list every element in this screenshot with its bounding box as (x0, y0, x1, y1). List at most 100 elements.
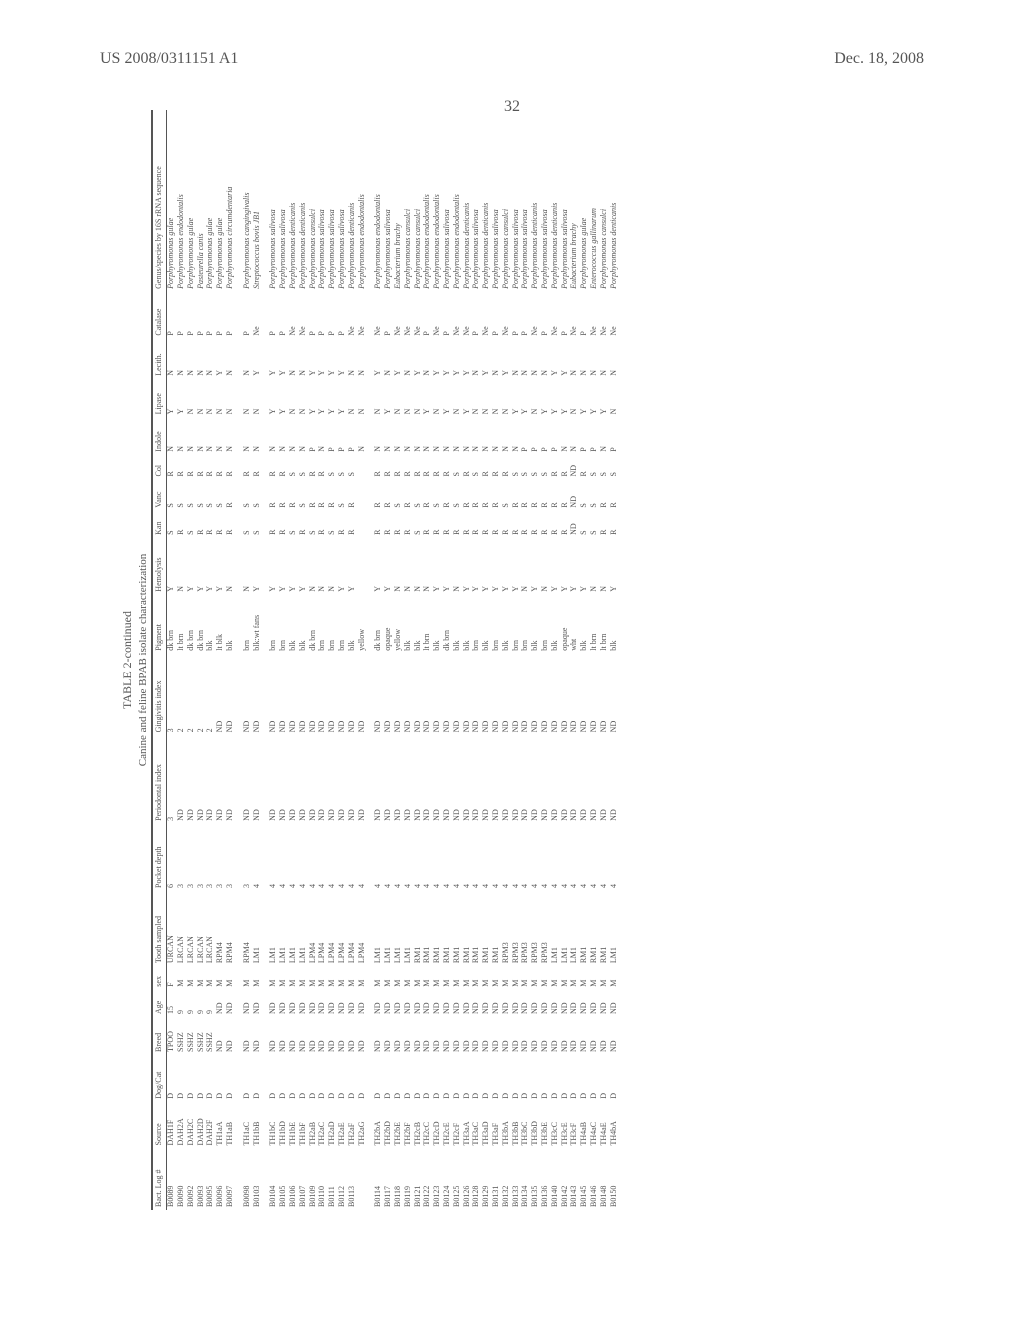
cell: TH1bB (252, 1102, 262, 1149)
cell: N (226, 417, 236, 454)
cell: D (492, 1055, 502, 1102)
cell: Porphyromonas endodontalis (177, 110, 187, 292)
cell: ND (226, 654, 236, 736)
cell: S (609, 455, 619, 480)
cell: 4 (511, 824, 521, 891)
cell: ND (609, 1017, 619, 1055)
cell: S (501, 480, 511, 511)
cell: ND (394, 990, 404, 1017)
cell: RPM3 (531, 891, 541, 966)
table-row: B0135TH3bDDNDNDMRPM34NDNDblkYRRSPNNNePor… (531, 110, 541, 1210)
isolate-table: Bact. Log #SourceDog/CatBreedAgesexTooth… (152, 110, 619, 1210)
cell: S (347, 455, 357, 480)
cell: Y (177, 379, 187, 418)
cell: ND (357, 654, 367, 736)
cell: B0098 (242, 1149, 252, 1211)
cell: B0140 (550, 1149, 560, 1211)
cell: TH1bF (298, 1102, 308, 1149)
cell: Porphyromonas circumdentaria (226, 110, 236, 292)
cell: D (501, 1055, 511, 1102)
cell: ND (550, 735, 560, 824)
cell: Y (443, 538, 453, 595)
cell: N (357, 379, 367, 418)
cell: LM1 (252, 891, 262, 966)
cell: TH2bF (403, 1102, 413, 1149)
cell: N (501, 379, 511, 418)
cell: P (242, 292, 252, 339)
cell: TH2aF (347, 1102, 357, 1149)
cell: ND (492, 735, 502, 824)
cell: Y (166, 379, 176, 418)
cell: Y (166, 538, 176, 595)
cell: LM1 (550, 891, 560, 966)
cell: R (226, 455, 236, 480)
cell: ND (501, 735, 511, 824)
cell: R (289, 480, 299, 511)
cell: blk:wt fans (252, 595, 262, 654)
cell: B0097 (226, 1149, 236, 1211)
cell: 4 (452, 824, 462, 891)
cell: N (347, 339, 357, 379)
cell: Ne (599, 292, 609, 339)
cell: N (226, 538, 236, 595)
cell: RPM4 (242, 891, 252, 966)
cell: D (347, 1055, 357, 1102)
table-row: B0132TH3bADNDNDMRPM34NDNDblkYRSRNNYNePor… (501, 110, 511, 1210)
cell: 4 (462, 824, 472, 891)
cell: Porphyromonas denticanis (347, 110, 357, 292)
cell (357, 455, 367, 480)
cell: M (531, 966, 541, 990)
cell: R (550, 511, 560, 538)
col-dogcat: Dog/Cat (153, 1055, 167, 1102)
cell: lt brn (589, 595, 599, 654)
cell: N (298, 339, 308, 379)
cell: D (166, 1055, 176, 1102)
cell: ND (580, 990, 590, 1017)
cell: R (443, 511, 453, 538)
cell: P (540, 292, 550, 339)
cell: ND (252, 990, 262, 1017)
table-row: TH2aGDNDNDMLPM44NDNDyellowNNNNePorphyrom… (357, 110, 367, 1210)
cell: LM1 (394, 891, 404, 966)
cell: ND (452, 654, 462, 736)
cell: R (501, 455, 511, 480)
cell: B0106 (289, 1149, 299, 1211)
cell: R (452, 511, 462, 538)
cell: M (252, 966, 262, 990)
cell: N (492, 339, 502, 379)
cell: ND (403, 990, 413, 1017)
cell: R (186, 455, 196, 480)
cell: N (609, 339, 619, 379)
cell: S (599, 455, 609, 480)
cell: TH2bE (394, 1102, 404, 1149)
col-age: Age (153, 990, 167, 1017)
cell: LPM4 (347, 891, 357, 966)
cell: B0131 (492, 1149, 502, 1211)
cell: D (589, 1055, 599, 1102)
cell: R (338, 511, 348, 538)
cell: R (609, 480, 619, 511)
col-ging: Gingivitis index (153, 654, 167, 736)
cell: S (289, 455, 299, 480)
cell: N (452, 417, 462, 454)
cell: N (186, 339, 196, 379)
cell: M (492, 966, 502, 990)
cell: DAH2A (177, 1102, 187, 1149)
cell: 4 (589, 824, 599, 891)
cell: 4 (318, 824, 328, 891)
cell: ND (531, 735, 541, 824)
cell: Y (550, 339, 560, 379)
cell: D (186, 1055, 196, 1102)
cell: S (166, 480, 176, 511)
cell: R (177, 511, 187, 538)
cell: N (531, 339, 541, 379)
cell: N (347, 379, 357, 418)
cell: R (492, 511, 502, 538)
cell: N (226, 339, 236, 379)
cell: 4 (384, 824, 394, 891)
cell: R (599, 480, 609, 511)
cell: N (599, 339, 609, 379)
cell: ND (550, 654, 560, 736)
cell: R (394, 455, 404, 480)
cell: TH3bD (531, 1102, 541, 1149)
